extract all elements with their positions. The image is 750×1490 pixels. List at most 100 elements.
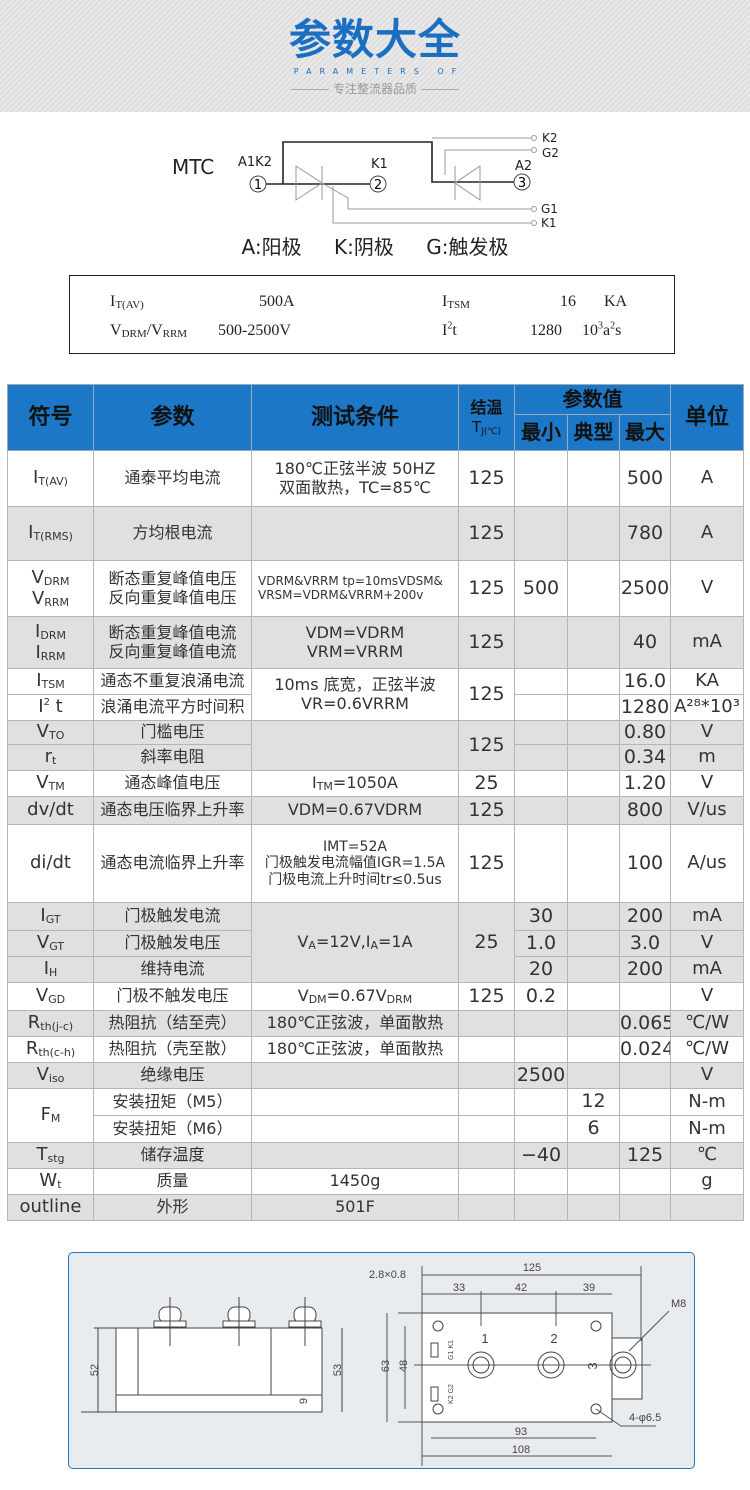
cell-param: 通态电压临界上升率 [93, 796, 252, 825]
cell-sym: ITSM [7, 668, 94, 695]
cell-tj [458, 1142, 515, 1169]
i2t-unit: 103a2s [582, 320, 622, 339]
cell-min [514, 1115, 568, 1143]
page-title: 参数大全 [288, 15, 461, 64]
cell-unit: g [670, 1168, 745, 1195]
cell-param: 安装扭矩（M6） [93, 1115, 252, 1143]
cell-unit: A [670, 506, 745, 561]
cell-cond: 180℃正弦波，单面散热 [251, 1010, 459, 1037]
cell-unit: ℃ [670, 1142, 745, 1169]
itsm-symbol: ITSM [442, 293, 470, 311]
cell-unit: mA [670, 902, 745, 931]
cell-typ [567, 956, 620, 983]
cell-unit: mA [670, 956, 745, 983]
dim-93: 93 [515, 1426, 527, 1438]
dim-42: 42 [515, 1282, 527, 1294]
cell-cond: VDM=0.67VDRM [251, 982, 459, 1011]
table-row: outline 外形 501F [7, 1194, 745, 1221]
cell-tj [458, 1168, 515, 1195]
cell-cond: 10ms 底宽，正弦半波 VR=0.6VRRM [251, 668, 459, 721]
header-banner: 参数大全 PARAMETERS OF 专注整流器品质 [0, 0, 750, 112]
itsm-unit: KA [604, 293, 628, 310]
cell-param: 热阻抗（结至壳） [93, 1010, 252, 1037]
cell-tj: 125 [458, 616, 515, 669]
cell-tj [458, 1115, 515, 1143]
cell-cond: 180℃正弦波，单面散热 [251, 1036, 459, 1063]
i2t-value: 1280 [530, 322, 562, 339]
divider [421, 89, 459, 90]
cell-param: 斜率电阻 [93, 744, 252, 771]
cell-sym: IGT [7, 902, 94, 931]
cell-unit: ℃/W [670, 1010, 745, 1037]
cell-param: 断态重复峰值电流 反向重复峰值电流 [93, 616, 252, 669]
cell-sym: VGT [7, 930, 94, 957]
dim-125: 125 [523, 1262, 541, 1274]
cell-typ [567, 770, 620, 797]
cell-unit: KA [670, 668, 745, 695]
cell-sym: IH [7, 956, 94, 983]
dim-pin-size: 2.8×0.8 [369, 1269, 406, 1281]
cell-sym: Rth(c-h) [7, 1036, 94, 1063]
vdrm-value: 500-2500V [218, 322, 291, 339]
table-row: IDRM IRRM 断态重复峰值电流 反向重复峰值电流 VDM=VDRM VRM=V… [7, 616, 745, 669]
label-g2: G2 [542, 146, 559, 160]
cell-unit [670, 1194, 745, 1221]
cell-typ [567, 744, 620, 771]
dim-53: 53 [332, 1364, 344, 1376]
cell-tj: 125 [458, 450, 515, 507]
cell-typ: 6 [567, 1115, 620, 1143]
header-unit: 单位 [670, 384, 745, 451]
header-symbol: 符号 [7, 384, 94, 451]
cell-typ [567, 796, 620, 825]
cell-max: 1.20 [618, 770, 672, 797]
dim-9: 9 [298, 1398, 310, 1404]
cell-typ [567, 824, 620, 903]
it-av-symbol: IT(AV) [110, 293, 144, 311]
cell-param: 门槛电压 [93, 720, 252, 745]
tagline: 专注整流器品质 [332, 82, 417, 96]
label-k1: K1 [541, 216, 557, 230]
cell-param: 外形 [93, 1194, 252, 1221]
cell-min: 500 [514, 560, 568, 617]
cell-min [514, 694, 568, 721]
cell-unit: ℃/W [670, 1036, 745, 1063]
cell-tj [458, 1194, 515, 1221]
cell-unit: V [670, 770, 745, 797]
label-k1-top: K1 [371, 157, 388, 172]
cell-sym: Tstg [7, 1142, 94, 1169]
cell-typ [567, 1036, 620, 1063]
cell-typ [567, 902, 620, 931]
cell-unit: N-m [670, 1088, 745, 1116]
terminal-1-label: 1 [481, 1331, 488, 1346]
cell-sym: dv/dt [7, 796, 94, 825]
cell-max: 1280 [618, 694, 672, 721]
cell-max: 3.0 [618, 930, 672, 957]
cell-max: 780 [618, 506, 672, 561]
cell-param: 断态重复峰值电压 反向重复峰值电压 [93, 560, 252, 617]
cell-param: 通泰平均电流 [93, 450, 252, 507]
cell-min: 20 [514, 956, 568, 983]
table-row: FM 安装扭矩（M5） 12 N-m [7, 1088, 745, 1143]
cell-tj: 125 [458, 824, 515, 903]
cell-param: 浪涌电流平方时间积 [93, 694, 252, 721]
table-row: ITSM 通态不重复浪涌电流 10ms 底宽，正弦半波 VR=0.6VRRM 125 1… [7, 668, 745, 721]
cell-max: 0.34 [618, 744, 672, 771]
cell-unit: A²⁸*10³ [670, 694, 745, 721]
cell-typ [567, 450, 620, 507]
cell-typ [567, 720, 620, 745]
cell-min [514, 616, 568, 669]
table-row: Rth(c-h) 热阻抗（壳至散） 180℃正弦波，单面散热 0.024 ℃/W [7, 1036, 745, 1063]
cell-min [514, 796, 568, 825]
side-view: 52 53 9 [81, 1297, 344, 1413]
cell-min: −40 [514, 1142, 568, 1169]
cell-min [514, 668, 568, 695]
table-row: I2 t 浪涌电流平方时间积 1280 A²⁸*10³ [7, 694, 745, 721]
cell-max [618, 1062, 672, 1089]
pins-g1k1: G1 K1 [448, 1340, 455, 1360]
label-a1k2: A1K2 [238, 155, 272, 170]
cell-max: 0.80 [618, 720, 672, 745]
vdrm-symbol: VDRM/VRRM [110, 322, 188, 340]
terminal-2: 2 [374, 178, 382, 193]
cell-cond [251, 1062, 459, 1089]
outline-drawing: 52 53 9 125 33 42 39 2.8×0.8 M8 63 48 1 … [68, 1252, 695, 1469]
